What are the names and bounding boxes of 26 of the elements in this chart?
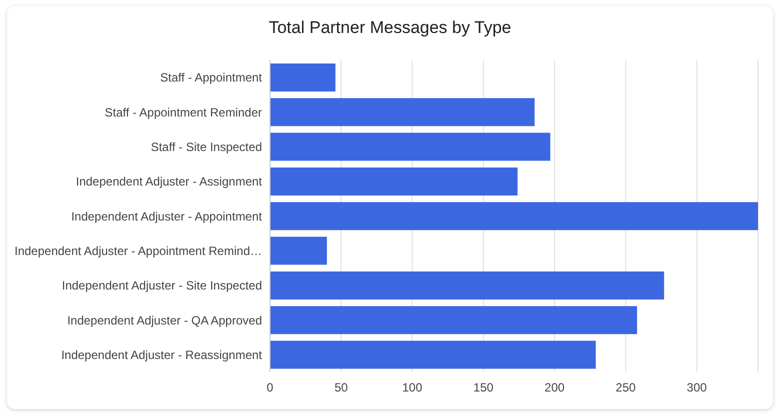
x-tick-label: 300	[686, 380, 708, 395]
bar	[270, 132, 550, 161]
x-tick-label: 150	[473, 380, 494, 395]
bar	[270, 340, 596, 369]
y-tick-label: Staff - Appointment Reminder	[104, 105, 262, 120]
bar	[270, 271, 664, 300]
y-tick-label: Staff - Appointment	[160, 70, 263, 85]
x-tick-label: 200	[544, 380, 565, 395]
y-tick-label: Independent Adjuster - QA Approved	[67, 313, 262, 328]
bar	[270, 236, 327, 265]
bar	[270, 98, 535, 126]
y-tick-label: Independent Adjuster - Assignment	[76, 174, 263, 189]
x-tick-label: 250	[616, 380, 636, 395]
y-tick-label: Independent Adjuster - Appointment	[71, 209, 263, 224]
bar	[270, 167, 518, 196]
x-tick-label: 100	[402, 380, 423, 395]
bar	[270, 63, 336, 92]
y-tick-label: Independent Adjuster - Appointment Remind…	[14, 244, 262, 258]
bar	[270, 306, 638, 334]
x-tick-label: 0	[266, 380, 274, 395]
chart-title: Total Partner Messages by Type	[268, 18, 512, 38]
bar	[270, 202, 758, 230]
y-tick-label: Independent Adjuster - Reassignment	[61, 348, 263, 362]
y-tick-label: Independent Adjuster - Site Inspected	[62, 278, 262, 293]
x-tick-label: 50	[334, 380, 348, 395]
y-tick-label: Staff - Site Inspected	[150, 140, 262, 154]
